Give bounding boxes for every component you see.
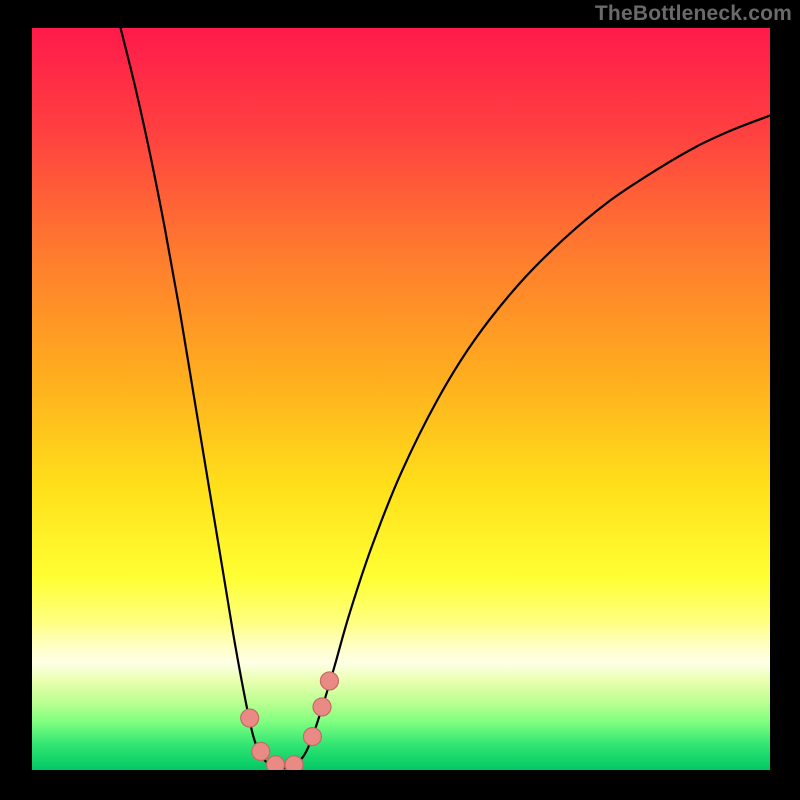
watermark-text: TheBottleneck.com (595, 2, 792, 26)
chart-frame: TheBottleneck.com (0, 0, 800, 800)
marker-point (241, 709, 259, 727)
marker-point (285, 756, 303, 774)
bottleneck-curve (121, 28, 770, 768)
marker-point (267, 756, 285, 774)
marker-point (313, 698, 331, 716)
marker-point (320, 672, 338, 690)
chart-svg (0, 0, 800, 800)
marker-point (252, 742, 270, 760)
marker-point (303, 728, 321, 746)
